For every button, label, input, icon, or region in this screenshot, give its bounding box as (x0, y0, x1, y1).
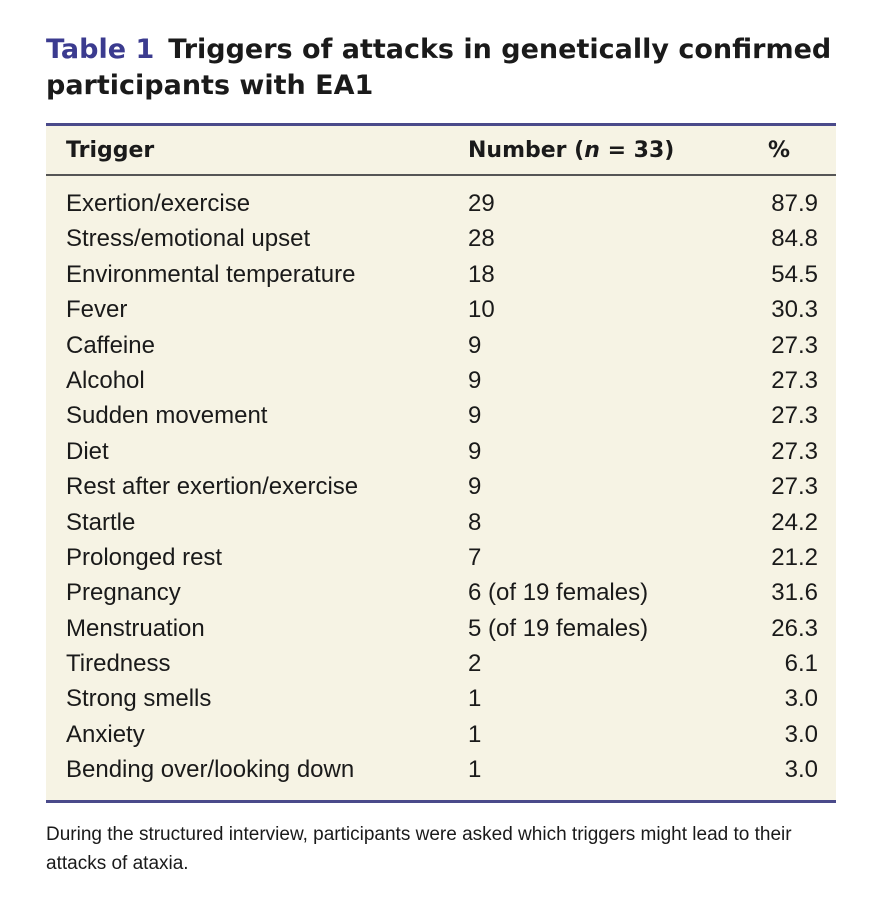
row-trigger: Menstruation (66, 614, 205, 642)
table-row: Exertion/exercise 29 87.9 (46, 186, 836, 221)
triggers-table: Trigger Number (n = 33) % Exertion/exerc… (46, 123, 836, 803)
row-trigger: Strong smells (66, 685, 212, 713)
row-percent: 3.0 (784, 685, 818, 713)
row-trigger: Rest after exertion/exercise (66, 473, 359, 501)
header-number-suffix: = 33) (599, 138, 675, 163)
table-row: Alcohol 9 27.3 (46, 363, 836, 398)
row-trigger: Anxiety (66, 720, 145, 748)
row-trigger: Sudden movement (66, 402, 268, 430)
row-number: 7 (468, 543, 482, 571)
row-number: 18 (468, 260, 495, 288)
row-percent: 27.3 (771, 331, 818, 359)
row-percent: 54.5 (771, 260, 818, 288)
row-percent: 84.8 (771, 225, 818, 253)
row-number: 1 (468, 720, 482, 748)
table-row: Strong smells 1 3.0 (46, 681, 836, 716)
header-number: Number (n = 33) (468, 138, 674, 163)
header-trigger: Trigger (66, 138, 155, 163)
row-number: 1 (468, 685, 482, 713)
row-trigger: Diet (66, 437, 109, 465)
row-number: 9 (468, 331, 482, 359)
header-number-prefix: Number ( (468, 138, 585, 163)
row-percent: 27.3 (771, 402, 818, 430)
table-row: Startle 8 24.2 (46, 505, 836, 540)
row-number: 9 (468, 437, 482, 465)
table-row: Fever 10 30.3 (46, 292, 836, 327)
row-number: 9 (468, 402, 482, 430)
row-percent: 3.0 (784, 720, 818, 748)
row-trigger: Caffeine (66, 331, 155, 359)
table-row: Diet 9 27.3 (46, 434, 836, 469)
table-body: Exertion/exercise 29 87.9 Stress/emotional … (46, 186, 836, 788)
header-number-n: n (584, 138, 600, 163)
row-percent: 30.3 (771, 296, 818, 324)
table-row: Menstruation 5 (of 19 females) 26.3 (46, 611, 836, 646)
row-number: 6 (of 19 females) (468, 579, 649, 607)
row-percent: 27.3 (771, 473, 818, 501)
row-number: 9 (468, 473, 482, 501)
table-row: Sudden movement 9 27.3 (46, 398, 836, 433)
row-percent: 27.3 (771, 437, 818, 465)
row-trigger: Exertion/exercise (66, 190, 251, 217)
table-footnote: During the structured interview, partici… (46, 824, 792, 874)
row-trigger: Fever (66, 296, 128, 324)
table-row: Environmental temperature 18 54.5 (46, 257, 836, 292)
table-caption: Table 1 Triggers of attacks in geneticall… (46, 32, 846, 104)
table-label: Table 1 (46, 34, 155, 65)
row-trigger: Environmental temperature (66, 260, 356, 288)
row-percent: 26.3 (771, 614, 818, 642)
row-percent: 27.3 (771, 366, 818, 394)
row-percent: 24.2 (771, 508, 818, 536)
table-row: Stress/emotional upset 28 84.8 (46, 221, 836, 256)
row-trigger: Startle (66, 508, 136, 536)
table-row: Bending over/looking down 1 3.0 (46, 752, 836, 787)
row-number: 9 (468, 366, 482, 394)
row-number: 8 (468, 508, 482, 536)
row-number: 1 (468, 756, 482, 784)
row-trigger: Stress/emotional upset (66, 225, 311, 253)
row-trigger: Tiredness (66, 650, 171, 678)
table-row: Caffeine 9 27.3 (46, 328, 836, 363)
row-percent: 6.1 (784, 650, 818, 678)
row-number: 2 (468, 650, 482, 678)
row-number: 28 (468, 225, 495, 253)
row-trigger: Alcohol (66, 366, 145, 394)
row-percent: 31.6 (771, 579, 818, 607)
row-number: 10 (468, 296, 495, 324)
row-percent: 3.0 (784, 756, 818, 784)
table-row: Anxiety 1 3.0 (46, 717, 836, 752)
table-header: Trigger Number (n = 33) % (46, 126, 836, 176)
table-title: Triggers of attacks in genetically confi… (46, 34, 832, 101)
row-number: 29 (468, 190, 495, 217)
row-trigger: Pregnancy (66, 579, 181, 607)
row-trigger: Prolonged rest (66, 543, 223, 571)
row-percent: 21.2 (771, 543, 818, 571)
row-trigger: Bending over/looking down (66, 756, 355, 784)
table-row: Prolonged rest 7 21.2 (46, 540, 836, 575)
table-row: Pregnancy 6 (of 19 females) 31.6 (46, 575, 836, 610)
table-row: Tiredness 2 6.1 (46, 646, 836, 681)
table-row: Rest after exertion/exercise 9 27.3 (46, 469, 836, 504)
row-percent: 87.9 (771, 190, 818, 217)
header-percent: % (768, 138, 791, 163)
row-number: 5 (of 19 females) (468, 614, 649, 642)
